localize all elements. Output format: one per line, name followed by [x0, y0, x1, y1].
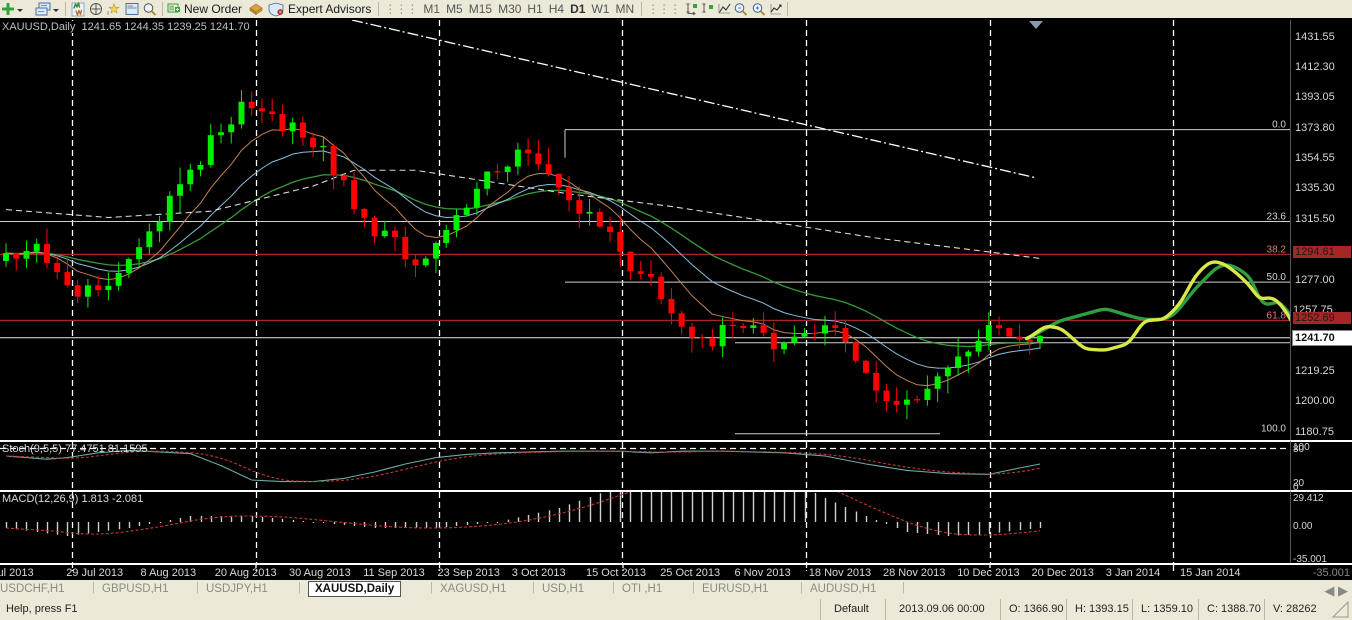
svg-text:38.2: 38.2: [1267, 244, 1287, 255]
svg-text:100.0: 100.0: [1261, 424, 1286, 435]
svg-text:0.0: 0.0: [1272, 120, 1286, 131]
svg-text:23.6: 23.6: [1267, 211, 1287, 222]
svg-text:61.8: 61.8: [1267, 310, 1287, 321]
svg-text:50.0: 50.0: [1267, 272, 1287, 283]
